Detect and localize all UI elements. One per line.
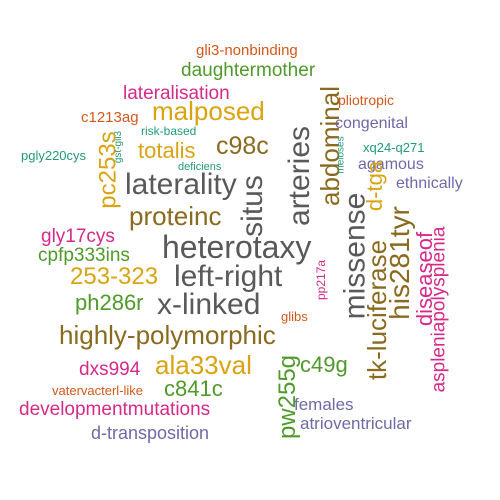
word-females: females: [294, 395, 354, 414]
word-agamous: agamous: [358, 156, 424, 173]
word-highly-polymorphic: highly-polymorphic: [59, 320, 276, 350]
word-totalis: totalis: [138, 138, 196, 163]
word-developmentmutations: developmentmutations: [19, 399, 211, 420]
word-glibs: glibs: [281, 309, 308, 324]
word-vatervacterl-like: vatervacterl-like: [52, 383, 144, 398]
word-gli3-nonbinding: gli3-nonbinding: [196, 42, 298, 59]
word-gly17cys: gly17cys: [41, 226, 115, 247]
word-meioses: meioses: [335, 136, 347, 174]
word-deficiens: deficiens: [178, 161, 222, 173]
word-c49g: c49g: [300, 352, 348, 377]
word-lateralisation: lateralisation: [123, 83, 230, 104]
word-dxs994: dxs994: [79, 359, 141, 380]
word-pgly220cys: pgly220cys: [21, 148, 87, 163]
word-pp217a: pp217a: [314, 259, 329, 301]
word-aspleniapolysplenia: aspleniapolysplenia: [428, 226, 450, 393]
word-pc253s: pc253s: [94, 131, 122, 209]
word-ala33val: ala33val: [155, 350, 252, 380]
word-tk-luciferase: tk-luciferase: [362, 239, 393, 381]
word-cpfp333ins: cpfp333ins: [38, 245, 130, 266]
word-proteinc: proteinc: [129, 201, 222, 231]
word-x-linked: x-linked: [157, 288, 261, 321]
word-ethnically: ethnically: [396, 175, 463, 192]
word-left-right: left-right: [174, 260, 283, 293]
word-pliotropic: pliotropic: [338, 92, 395, 108]
word-laterality: laterality: [125, 168, 237, 201]
word-d-transposition: d-transposition: [91, 423, 210, 443]
word-risk-based: risk-based: [141, 124, 197, 138]
word-c98c: c98c: [216, 132, 269, 160]
word-situs: situs: [235, 175, 269, 237]
word-ph286r: ph286r: [75, 290, 144, 315]
word-c1213ag: c1213ag: [81, 109, 139, 126]
word-daughtermother: daughtermother: [181, 60, 316, 81]
word-c841c: c841c: [164, 376, 223, 401]
word-arteries: arteries: [283, 125, 317, 227]
word-atrioventricular: atrioventricular: [300, 414, 412, 433]
word-malposed: malposed: [152, 96, 265, 126]
word-congenital: congenital: [335, 115, 408, 132]
word-xq24-q271: xq24-q271: [363, 140, 425, 155]
word-253-323: 253-323: [70, 263, 159, 290]
word-heterotaxy: heterotaxy: [162, 229, 312, 265]
